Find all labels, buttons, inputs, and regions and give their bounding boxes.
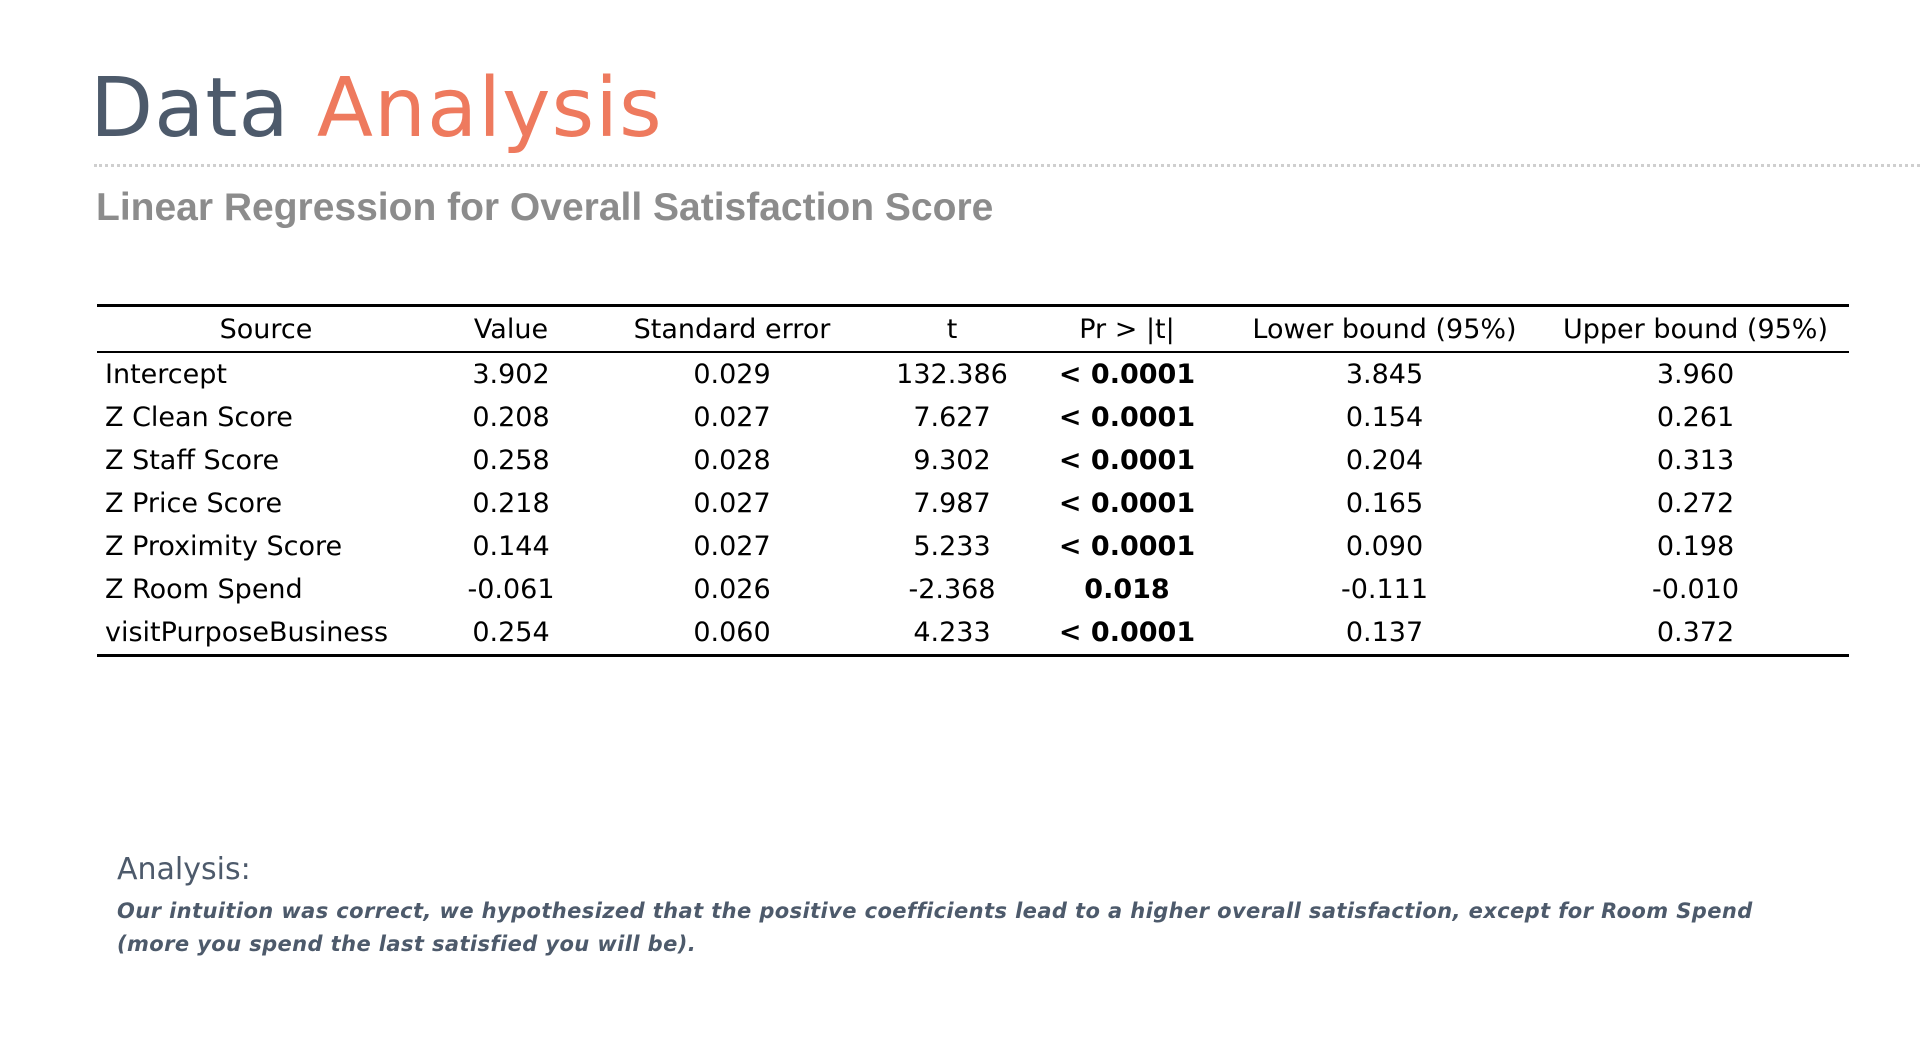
cell-t: 7.627 (913, 402, 991, 433)
column-header-t: t (946, 313, 958, 345)
cell-upper-bound: 0.261 (1656, 402, 1735, 433)
cell-lower-bound: 0.154 (1345, 402, 1424, 433)
column-header-standard-error: Standard error (633, 313, 831, 345)
cell-source: Z Staff Score (105, 445, 280, 476)
cell-value: 0.144 (472, 531, 550, 562)
cell-upper-bound: 0.372 (1656, 617, 1735, 648)
cell-value: 3.902 (472, 359, 550, 390)
table-row: Z Clean Score 0.208 0.027 7.627 < 0.0001… (97, 396, 1849, 439)
cell-source: visitPurposeBusiness (105, 617, 389, 648)
cell-lower-bound: 0.204 (1345, 445, 1424, 476)
cell-value: 0.218 (472, 488, 550, 519)
cell-value: 0.258 (472, 445, 550, 476)
title-word-data: Data (90, 61, 290, 156)
title-word-analysis: Analysis (316, 61, 663, 156)
cell-p-value: < 0.0001 (1058, 488, 1196, 519)
table-header-row: Source Value Standard error t Pr > |t| L… (97, 305, 1849, 352)
cell-standard-error: 0.027 (693, 531, 771, 562)
column-header-lower-bound: Lower bound (95%) (1252, 313, 1517, 345)
cell-t: 4.233 (913, 617, 991, 648)
cell-standard-error: 0.029 (693, 359, 771, 390)
cell-source: Z Clean Score (105, 402, 293, 433)
cell-value: 0.208 (472, 402, 550, 433)
page-subtitle: Linear Regression for Overall Satisfacti… (96, 186, 994, 229)
table-row: Z Room Spend -0.061 0.026 -2.368 0.018 -… (97, 568, 1849, 611)
cell-standard-error: 0.027 (693, 488, 771, 519)
cell-t: -2.368 (908, 574, 996, 605)
table-row: Z Proximity Score 0.144 0.027 5.233 < 0.… (97, 525, 1849, 568)
cell-upper-bound: 0.272 (1656, 488, 1735, 519)
column-header-source: Source (219, 313, 313, 345)
cell-standard-error: 0.027 (693, 402, 771, 433)
cell-upper-bound: 0.198 (1656, 531, 1735, 562)
table-row: visitPurposeBusiness 0.254 0.060 4.233 <… (97, 611, 1849, 656)
cell-lower-bound: 0.165 (1345, 488, 1424, 519)
cell-upper-bound: 3.960 (1656, 359, 1735, 390)
cell-p-value: < 0.0001 (1058, 531, 1196, 562)
cell-p-value: < 0.0001 (1058, 445, 1196, 476)
cell-lower-bound: 0.137 (1345, 617, 1424, 648)
cell-source: Z Proximity Score (105, 531, 343, 562)
column-header-value: Value (473, 313, 549, 345)
cell-standard-error: 0.060 (693, 617, 771, 648)
cell-lower-bound: -0.111 (1340, 574, 1429, 605)
cell-upper-bound: -0.010 (1651, 574, 1740, 605)
cell-p-value: < 0.0001 (1058, 359, 1196, 390)
cell-t: 7.987 (913, 488, 991, 519)
analysis-body: Our intuition was correct, we hypothesiz… (117, 895, 1817, 961)
analysis-heading: Analysis: (117, 852, 251, 887)
table-row: Z Price Score 0.218 0.027 7.987 < 0.0001… (97, 482, 1849, 525)
table-row: Z Staff Score 0.258 0.028 9.302 < 0.0001… (97, 439, 1849, 482)
cell-t: 9.302 (913, 445, 991, 476)
analysis-line-1: Our intuition was correct, we hypothesiz… (117, 899, 1753, 923)
cell-standard-error: 0.026 (693, 574, 771, 605)
cell-p-value: 0.018 (1084, 574, 1170, 605)
dotted-divider (94, 164, 1920, 167)
cell-value: 0.254 (472, 617, 550, 648)
table-row: Intercept 3.902 0.029 132.386 < 0.0001 3… (97, 352, 1849, 396)
regression-table: Source Value Standard error t Pr > |t| L… (97, 304, 1849, 657)
cell-lower-bound: 3.845 (1345, 359, 1424, 390)
cell-lower-bound: 0.090 (1345, 531, 1424, 562)
column-header-upper-bound: Upper bound (95%) (1562, 313, 1829, 345)
cell-t: 5.233 (913, 531, 991, 562)
page-title: Data Analysis (90, 68, 663, 150)
analysis-line-2: (more you spend the last satisfied you w… (117, 932, 697, 956)
cell-source: Z Price Score (105, 488, 283, 519)
cell-source: Z Room Spend (105, 574, 303, 605)
cell-t: 132.386 (896, 359, 1008, 390)
cell-p-value: < 0.0001 (1058, 617, 1196, 648)
cell-standard-error: 0.028 (693, 445, 771, 476)
cell-upper-bound: 0.313 (1656, 445, 1735, 476)
cell-source: Intercept (105, 359, 227, 390)
cell-value: -0.061 (467, 574, 555, 605)
column-header-p-value: Pr > |t| (1079, 313, 1175, 345)
cell-p-value: < 0.0001 (1058, 402, 1196, 433)
